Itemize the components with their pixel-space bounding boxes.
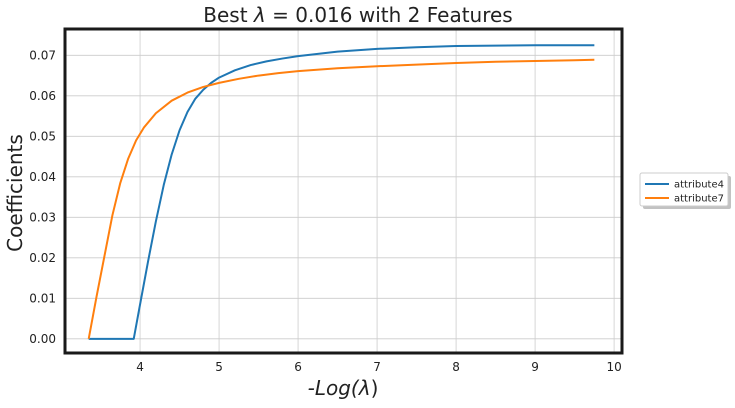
y-tick-label: 0.06: [29, 89, 56, 103]
x-tick-label: 7: [373, 360, 381, 374]
y-axis-label: Coefficients: [3, 134, 27, 252]
y-tick-label: 0.03: [29, 210, 56, 224]
x-tick-label: 6: [294, 360, 302, 374]
y-tick-labels: 0.00 0.01 0.02 0.03 0.04 0.05 0.06 0.07: [29, 48, 56, 346]
y-tick-label: 0.02: [29, 251, 56, 265]
y-tick-label: 0.05: [29, 129, 56, 143]
x-tick-label: 4: [136, 360, 144, 374]
series-line-attribute4: [88, 44, 595, 340]
y-tick-label: 0.01: [29, 291, 56, 305]
y-tick-label: 0.00: [29, 332, 56, 346]
x-axis-label: -Log(λ): [308, 376, 379, 400]
y-tick-label: 0.07: [29, 48, 56, 62]
x-tick-labels: 4 5 6 7 8 9 10: [136, 360, 622, 374]
legend-entries: attribute4 attribute7: [645, 180, 724, 205]
y-tick-label: 0.04: [29, 170, 56, 184]
series-line-attribute7: [87, 58, 595, 340]
series-layer: [87, 44, 595, 340]
legend: attribute4 attribute7: [639, 172, 731, 209]
x-tick-label: 9: [531, 360, 539, 374]
plot-frame: [63, 27, 624, 355]
x-tick-label: 5: [215, 360, 223, 374]
x-tick-label: 8: [452, 360, 460, 374]
chart-title: Best λ = 0.016 with 2 Features: [203, 3, 512, 27]
legend-label-attribute7: attribute7: [674, 194, 724, 205]
legend-label-attribute4: attribute4: [674, 180, 724, 191]
grid-layer: [65, 29, 622, 353]
x-tick-label: 10: [606, 360, 621, 374]
